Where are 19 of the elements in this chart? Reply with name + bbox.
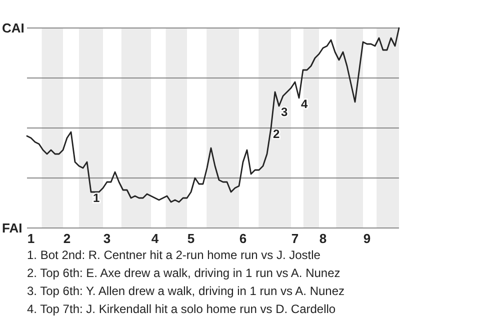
x-tick-label: 1	[27, 231, 35, 246]
x-tick-label: 2	[63, 231, 71, 246]
text: CAI	[2, 20, 24, 36]
x-tick-label: 7	[291, 231, 299, 246]
text: FAI	[2, 220, 22, 236]
text: 2. Top 6th: E. Axe drew a walk, driving in 1 run vs A. Nunez	[27, 266, 340, 280]
x-tick-label: 3	[103, 231, 111, 246]
x-tick-label: 6	[239, 231, 247, 246]
annotation: 2	[273, 127, 280, 141]
x-tick-label: 9	[363, 231, 371, 246]
x-tick-label: 8	[319, 231, 327, 246]
text: 1. Bot 2nd: R. Centner hit a 2-run home run vs J. Jostle	[27, 248, 321, 262]
annotation: 1	[93, 191, 100, 205]
annotation: 4	[301, 97, 308, 111]
text: 3. Top 6th: Y. Allen drew a walk, driving in 1 run vs A. Nunez	[27, 284, 345, 298]
annotation: 3	[281, 105, 288, 119]
x-tick-label: 4	[151, 231, 160, 246]
text: 4. Top 7th: J. Kirkendall hit a solo home run vs D. Cardello	[27, 302, 336, 316]
x-tick-label: 5	[187, 231, 195, 246]
